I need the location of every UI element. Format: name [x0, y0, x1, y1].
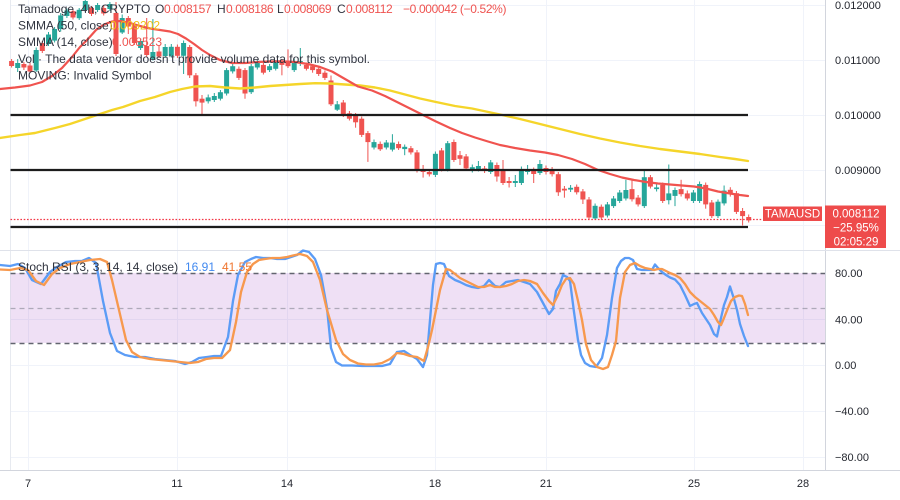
- svg-text:TAMAUSD: TAMAUSD: [765, 209, 820, 221]
- svg-text:02:05:29: 02:05:29: [834, 237, 879, 249]
- svg-text:−25.95%: −25.95%: [833, 223, 879, 235]
- svg-text:MOVING: Invalid Symbol: MOVING: Invalid Symbol: [18, 69, 151, 83]
- svg-text:0.009000: 0.009000: [835, 165, 881, 177]
- svg-text:0.008069: 0.008069: [284, 2, 332, 16]
- svg-text:25: 25: [688, 478, 700, 490]
- svg-text:−80.00: −80.00: [835, 452, 869, 464]
- svg-text:−0.000042 (−0.52%): −0.000042 (−0.52%): [403, 2, 506, 16]
- svg-text:40.00: 40.00: [835, 315, 863, 327]
- svg-text:18: 18: [429, 478, 441, 490]
- svg-text:0.008112: 0.008112: [832, 209, 879, 221]
- svg-text:H: H: [217, 2, 226, 16]
- svg-text:0.010000: 0.010000: [835, 110, 881, 122]
- svg-text:14: 14: [281, 478, 293, 490]
- svg-text:80.00: 80.00: [835, 268, 863, 280]
- svg-text:L: L: [277, 2, 284, 16]
- svg-text:0.008523: 0.008523: [112, 35, 162, 49]
- svg-text:41.55: 41.55: [222, 260, 252, 274]
- svg-text:7: 7: [25, 478, 31, 490]
- svg-text:28: 28: [797, 478, 809, 490]
- svg-text:21: 21: [540, 478, 552, 490]
- svg-text:0.008186: 0.008186: [226, 2, 274, 16]
- svg-text:0.012000: 0.012000: [835, 0, 881, 12]
- svg-text:0.009202: 0.009202: [110, 19, 160, 33]
- svg-text:0.008157: 0.008157: [164, 2, 212, 16]
- svg-text:0.011000: 0.011000: [835, 55, 880, 67]
- svg-text:Vol · The data vendor doesn’t: Vol · The data vendor doesn’t provide vo…: [18, 52, 370, 66]
- svg-text:0.008112: 0.008112: [346, 2, 393, 16]
- svg-text:SMMA (14, close): SMMA (14, close): [18, 35, 113, 49]
- svg-text:−40.00: −40.00: [835, 406, 869, 418]
- svg-text:0.00: 0.00: [835, 360, 856, 372]
- svg-text:C: C: [337, 2, 346, 16]
- svg-text:Tamadoge, 4h, CRYPTO: Tamadoge, 4h, CRYPTO: [18, 2, 150, 16]
- svg-text:16.91: 16.91: [185, 260, 215, 274]
- svg-text:O: O: [155, 2, 164, 16]
- svg-text:11: 11: [171, 478, 182, 490]
- svg-text:SMMA (50, close): SMMA (50, close): [18, 19, 113, 33]
- svg-text:Stoch RSI (3, 3, 14, 14, close: Stoch RSI (3, 3, 14, 14, close): [18, 260, 178, 274]
